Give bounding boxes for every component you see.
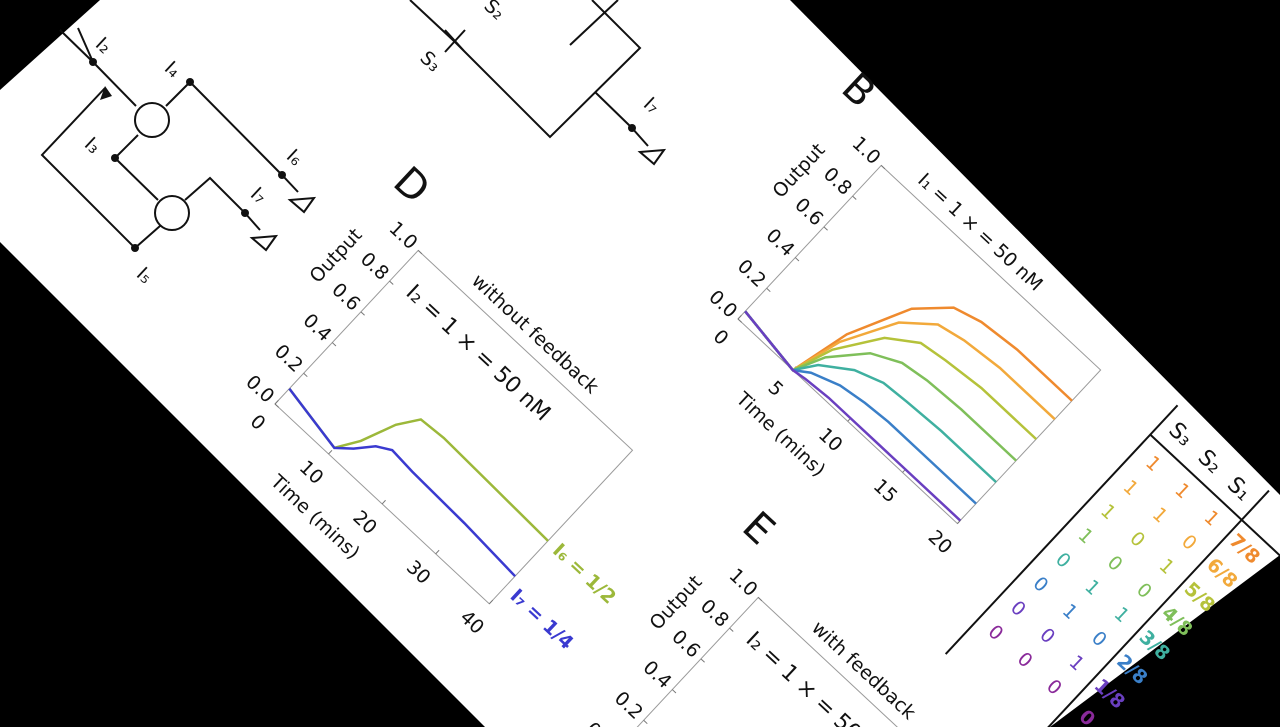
- y-tick: [794, 257, 800, 262]
- x-tick: [488, 599, 494, 605]
- y-tick: [757, 597, 763, 602]
- y-tick: [852, 195, 857, 200]
- y-tick: [303, 372, 308, 378]
- plot-frame: [614, 596, 979, 727]
- arrow-head: [100, 86, 112, 100]
- x-tick: [274, 400, 279, 405]
- y-tick: [880, 165, 886, 170]
- node: [111, 154, 119, 162]
- y-tick: [766, 287, 771, 293]
- node: [278, 171, 286, 179]
- output-triangle: [637, 148, 667, 166]
- y-tick: [737, 318, 742, 323]
- x-tick: [381, 499, 386, 505]
- node: [628, 124, 636, 132]
- series-line: [288, 387, 516, 578]
- circuit: [40, 0, 667, 252]
- y-tick: [700, 658, 705, 663]
- gate: [154, 195, 190, 231]
- y-tick: [360, 311, 365, 316]
- y-tick: [643, 719, 648, 725]
- output-triangle: [287, 196, 317, 214]
- node: [89, 58, 97, 66]
- y-tick: [417, 250, 423, 255]
- series-line: [744, 310, 997, 484]
- series-line: [744, 310, 977, 505]
- y-tick: [389, 280, 394, 285]
- table-rule: [1036, 489, 1270, 727]
- y-tick: [274, 403, 279, 408]
- y-tick: [729, 627, 734, 632]
- x-tick: [328, 449, 333, 455]
- series-line: [744, 310, 962, 522]
- output-triangle: [249, 234, 279, 252]
- y-tick: [671, 689, 677, 694]
- gate: [134, 102, 170, 138]
- wire: [409, 0, 649, 147]
- node: [186, 78, 194, 86]
- table-rule: [1149, 433, 1280, 567]
- y-tick: [823, 226, 828, 231]
- y-tick-label: 0.0: [581, 718, 618, 727]
- x-tick: [737, 315, 742, 320]
- x-tick: [435, 549, 440, 555]
- node: [131, 244, 139, 252]
- table-rule: [944, 404, 1179, 655]
- node: [241, 209, 249, 217]
- y-tick: [331, 342, 337, 347]
